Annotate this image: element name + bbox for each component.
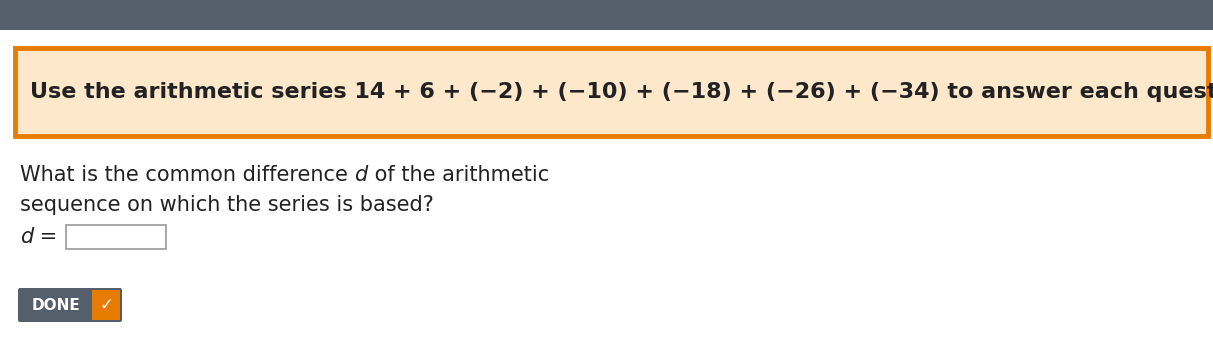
FancyBboxPatch shape [67, 225, 166, 249]
FancyBboxPatch shape [18, 288, 123, 322]
Text: d: d [354, 165, 368, 185]
Text: Use the arithmetic series 14 + 6 + (−2) + (−10) + (−18) + (−26) + (−34) to answe: Use the arithmetic series 14 + 6 + (−2) … [30, 82, 1213, 102]
Text: =: = [33, 227, 64, 247]
FancyBboxPatch shape [15, 48, 1208, 136]
Text: of the arithmetic: of the arithmetic [368, 165, 549, 185]
FancyBboxPatch shape [92, 290, 120, 320]
Text: sequence on which the series is based?: sequence on which the series is based? [19, 195, 434, 215]
Text: d: d [19, 227, 33, 247]
Text: ✓: ✓ [99, 296, 113, 314]
Bar [0, 0, 1213, 30]
Text: What is the common difference: What is the common difference [19, 165, 354, 185]
Text: DONE: DONE [32, 297, 80, 313]
